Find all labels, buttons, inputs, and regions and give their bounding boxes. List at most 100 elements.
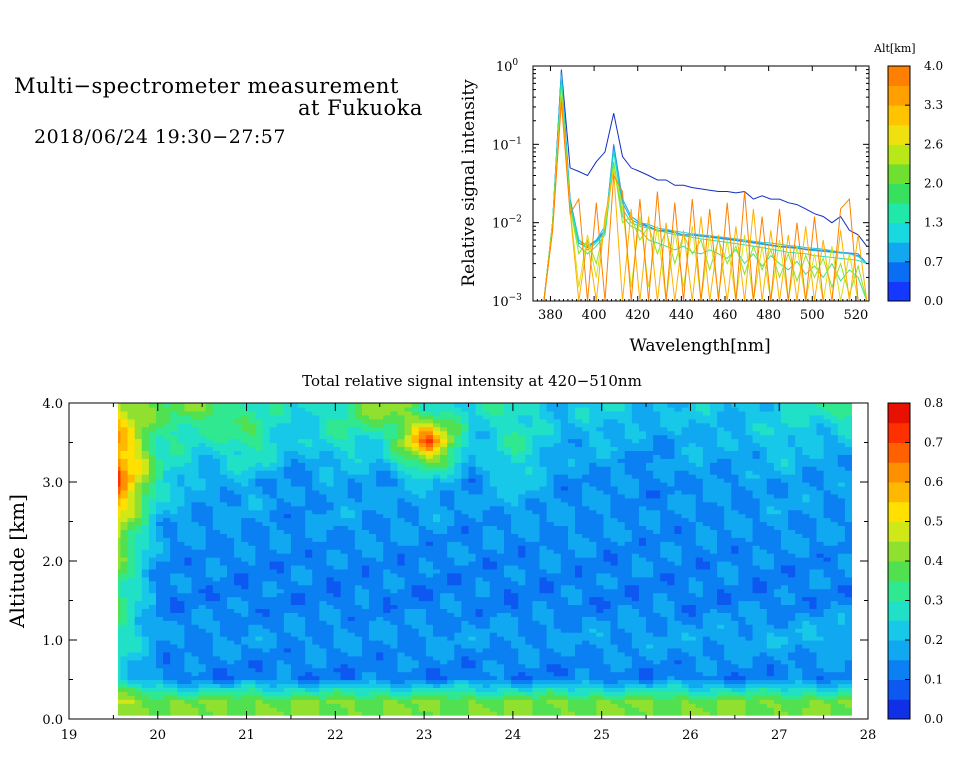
heatmap-cell [219, 426, 228, 432]
heatmap-cell [227, 533, 235, 538]
heatmap-cell [255, 616, 264, 621]
heatmap-cell [454, 505, 462, 511]
heatmap-cell [219, 513, 228, 519]
heatmap-cell [276, 446, 285, 451]
heatmap-cell [525, 584, 534, 590]
heatmap-cell [305, 529, 313, 534]
heatmap-cell [118, 667, 122, 673]
heatmap-cell [269, 687, 278, 692]
heatmap-cell [198, 651, 207, 657]
heatmap-cell [184, 561, 193, 566]
heatmap-cell [425, 667, 434, 673]
heatmap-cell [262, 616, 271, 621]
heatmap-cell [525, 474, 534, 479]
heatmap-cell [397, 541, 406, 546]
heatmap-cell [219, 616, 228, 621]
heatmap-cell [205, 596, 214, 602]
heatmap-cell [269, 596, 278, 602]
heatmap-cell [383, 410, 391, 416]
heatmap-cell [404, 588, 413, 594]
heatmap-cell [170, 430, 178, 436]
heatmap-cell [163, 608, 171, 613]
heatmap-cell [361, 687, 370, 692]
heatmap-cell [440, 659, 448, 665]
heatmap-cell [191, 679, 200, 685]
heatmap-cell [298, 426, 306, 432]
heatmap-cell [361, 533, 370, 538]
heatmap-cell [482, 616, 491, 621]
heatmap-cell [518, 557, 526, 562]
heatmap-cell [390, 541, 399, 546]
heatmap-cell [118, 703, 122, 708]
heatmap-cell [326, 620, 335, 625]
heatmap-cell [212, 454, 221, 459]
heatmap-cell [283, 410, 292, 416]
heatmap-cell [511, 434, 519, 440]
heatmap-cell [390, 687, 399, 692]
heatmap-cell [212, 647, 221, 653]
heatmap-cell [347, 478, 356, 483]
heatmap-cell [383, 624, 391, 629]
heatmap-cell [248, 533, 257, 538]
heatmap-cell [376, 703, 384, 708]
heatmap-cell [319, 628, 328, 633]
heatmap-cell [425, 663, 434, 669]
heatmap-cell [312, 675, 320, 681]
heatmap-cell [212, 604, 221, 609]
heatmap-cell [425, 584, 434, 590]
heatmap-cell [326, 675, 335, 681]
heatmap-cell [212, 426, 221, 432]
heatmap-cell [177, 474, 186, 479]
heatmap-cell [496, 422, 505, 428]
heatmap-cell [312, 497, 320, 503]
heatmap-cell [198, 414, 207, 420]
heatmap-cell [390, 517, 399, 523]
heatmap-cell [390, 628, 399, 633]
heatmap-cell [184, 624, 193, 629]
heatmap-cell [354, 470, 363, 475]
heatmap-cell [532, 647, 541, 653]
heatmap-cell [205, 513, 214, 519]
heatmap-cell [504, 482, 512, 487]
heatmap-cell [177, 442, 186, 448]
heatmap-cell [305, 616, 313, 621]
heatmap-cell [255, 489, 264, 495]
heatmap-cell [432, 426, 441, 432]
heatmap-cell [340, 624, 349, 629]
heatmap-cell [383, 442, 391, 448]
heatmap-cell [518, 643, 526, 649]
heatmap-cell [354, 454, 363, 459]
heatmap-cell [120, 430, 129, 436]
heatmap-cell [525, 600, 534, 606]
heatmap-cell [127, 632, 136, 637]
heatmap-cell [212, 643, 221, 649]
heatmap-cell [461, 525, 470, 530]
heatmap-cell [312, 596, 320, 602]
heatmap-cell [305, 703, 313, 708]
heatmap-cell [518, 683, 526, 688]
heatmap-cell [241, 568, 249, 574]
heatmap-cell [170, 663, 178, 669]
heatmap-cell [461, 470, 470, 475]
spectrum-x-tick-label: 460 [713, 308, 738, 323]
heatmap-cell [305, 414, 313, 420]
heatmap-cell [475, 403, 484, 408]
heatmap-cell [198, 588, 207, 594]
heatmap-cell [198, 600, 207, 606]
heatmap-cell [383, 671, 391, 677]
heatmap-cell [163, 687, 171, 692]
heatmap-cell [198, 553, 207, 558]
heatmap-cell [148, 466, 157, 471]
heatmap-cell [212, 628, 221, 633]
heatmap-cell [511, 695, 519, 700]
heatmap-cell [326, 493, 335, 499]
heatmap-cell [354, 450, 363, 455]
heatmap-cell [305, 604, 313, 609]
heatmap-cell [326, 533, 335, 538]
chart-title-line2: at Fukuoka [298, 96, 423, 120]
heatmap-cell [369, 434, 377, 440]
heatmap-cell [468, 410, 477, 416]
heatmap-cell [177, 434, 186, 440]
heatmap-cell [177, 505, 186, 511]
heatmap-cell [156, 541, 164, 546]
